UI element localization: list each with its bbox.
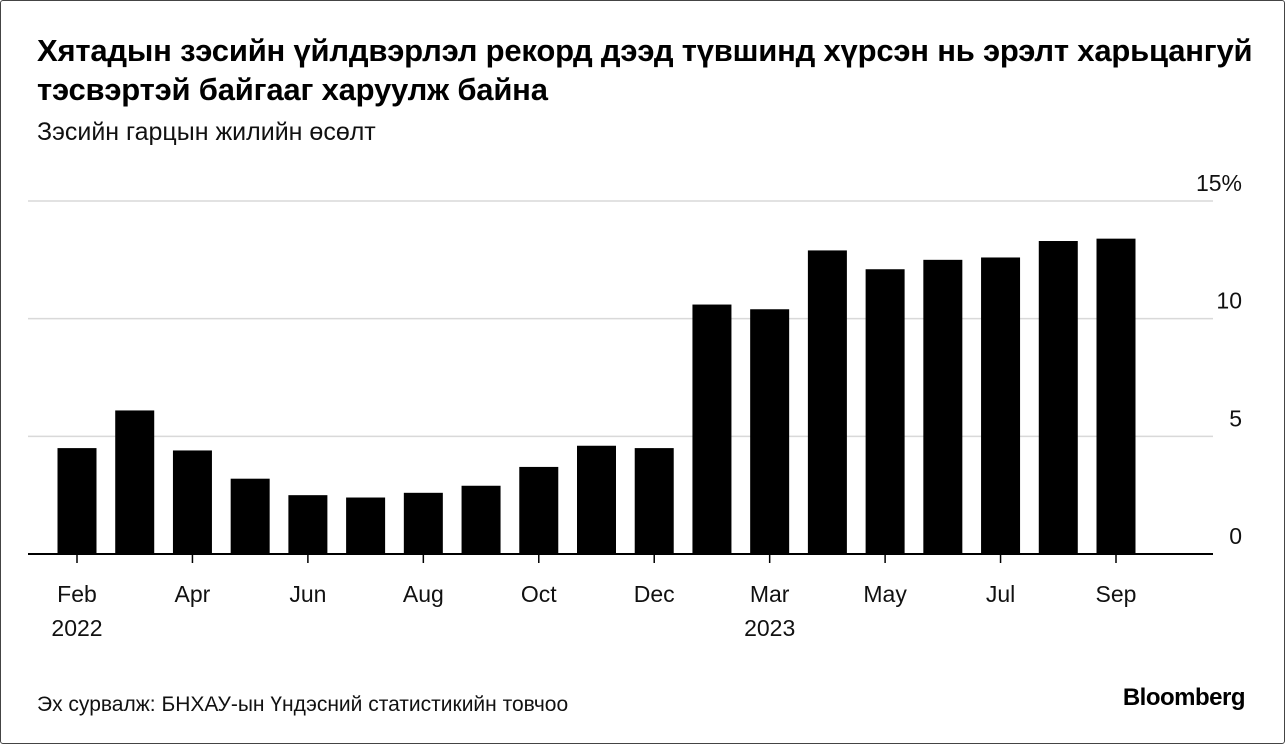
bar-chart: 0 5 10 15% Feb 2022 Apr Jun Aug Oct Dec Mar 2023 May J… [28, 170, 1242, 641]
bar-2023-08 [1038, 241, 1078, 555]
x-tick-label: Jul [986, 581, 1015, 607]
x-tick-label: Apr [175, 581, 211, 607]
y-tick-label: 10 [1216, 288, 1242, 314]
bar-2022-03 [115, 410, 155, 554]
bar-2022-11 [577, 445, 616, 554]
bar-2023-07 [981, 257, 1021, 554]
bar-2023-05 [865, 269, 905, 554]
bar-2022-06 [288, 495, 328, 554]
y-tick-label: 15% [1196, 170, 1242, 196]
chart-title: Хятадын зэсийн үйлдвэрлэл рекорд дээд тү… [37, 33, 1253, 107]
source-note: Эх сурвалж: БНХАУ-ын Үндэсний статистики… [37, 693, 569, 716]
y-tick-label: 5 [1229, 405, 1242, 431]
x-tick-year-label: 2022 [51, 615, 102, 641]
bar-2023-03 [750, 309, 790, 554]
bar-2022-09 [461, 485, 501, 554]
bar-2023-01/02 [692, 304, 732, 554]
bar-2023-09 [1096, 238, 1136, 555]
bar-2022-05 [230, 478, 270, 554]
x-tick-label: Sep [1096, 581, 1137, 607]
x-tick-label: Jun [289, 581, 326, 607]
y-tick-label: 0 [1229, 523, 1242, 549]
bar-2022-12 [634, 448, 674, 554]
bar-2022-08 [403, 492, 443, 554]
bar-2023-04 [807, 250, 847, 555]
bar-2023-06 [923, 259, 963, 554]
x-tick-label: Oct [521, 581, 557, 607]
x-tick-label: Aug [403, 581, 444, 607]
chart-subtitle: Зэсийн гарцын жилийн өсөлт [37, 118, 376, 146]
bar-2022-07 [346, 497, 386, 554]
x-tick-label: Mar [750, 581, 790, 607]
x-tick-label: Feb [57, 581, 97, 607]
x-tick-label: Dec [634, 581, 675, 607]
x-tick-year-label: 2023 [744, 615, 795, 641]
bar-2022-04 [172, 450, 212, 554]
bar-2022-02 [57, 448, 97, 554]
bar-2022-10 [519, 466, 559, 554]
x-tick-label: May [863, 581, 907, 607]
bloomberg-logo: Bloomberg [1122, 684, 1246, 711]
